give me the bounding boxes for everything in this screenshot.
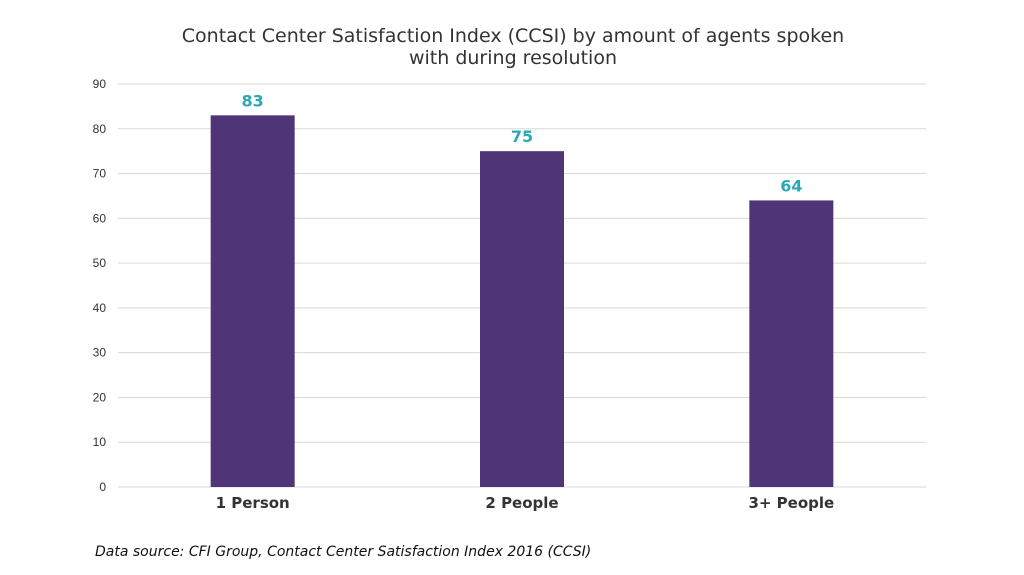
- y-tick-label: 70: [93, 167, 107, 181]
- x-category-label: 3+ People: [748, 494, 834, 512]
- y-tick-label: 80: [93, 122, 107, 136]
- bar: [749, 200, 834, 487]
- y-tick-label: 30: [93, 346, 107, 360]
- chart-title-line-2: with during resolution: [409, 47, 617, 69]
- bar-value-label: 75: [511, 127, 533, 146]
- x-axis-categories: 1 Person 2 People 3+ People: [216, 494, 835, 512]
- bar-value-label: 64: [780, 176, 802, 195]
- y-axis-ticks: 0 10 20 30 40 50 60 70 80 90: [93, 77, 107, 494]
- y-tick-label: 10: [93, 435, 107, 449]
- bar: [480, 151, 564, 487]
- y-tick-label: 20: [93, 390, 107, 404]
- bar-value-label: 83: [242, 91, 264, 110]
- value-labels: 83 75 64: [242, 91, 803, 195]
- x-category-label: 1 Person: [216, 494, 290, 512]
- y-tick-label: 40: [93, 301, 107, 315]
- y-tick-label: 0: [99, 480, 106, 494]
- chart-title-line-1: Contact Center Satisfaction Index (CCSI)…: [182, 25, 844, 47]
- y-tick-label: 60: [93, 211, 107, 225]
- bars: [210, 115, 834, 487]
- bar: [210, 115, 295, 487]
- y-tick-label: 50: [93, 256, 107, 270]
- y-tick-label: 90: [93, 77, 107, 91]
- data-source-note: Data source: CFI Group, Contact Center S…: [95, 544, 591, 560]
- x-category-label: 2 People: [485, 494, 558, 512]
